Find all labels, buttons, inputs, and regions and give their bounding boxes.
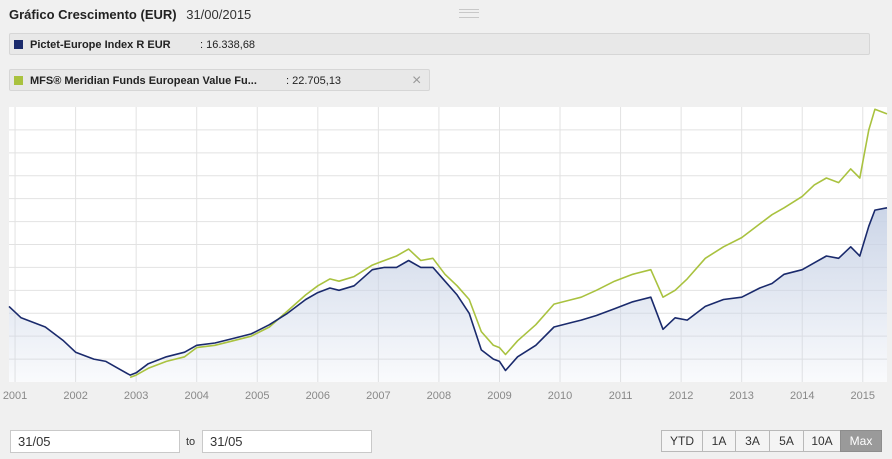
series-area-pictet [9, 207, 887, 382]
x-axis-ticks: 2001 2002 2003 2004 2005 2006 2007 2008 2009 2010… [3, 390, 875, 402]
chart-date: 31/00/2015 [186, 7, 252, 22]
series-lines [8, 108, 888, 382]
legend-item-pictet[interactable]: Pictet-Europe Index R EUR : 16.338,68 [9, 33, 870, 55]
x-tick-label: 2004 [184, 390, 208, 402]
chart-title: Gráfico Crescimento (EUR) [9, 7, 177, 22]
range-button-10a[interactable]: 10A [803, 430, 841, 452]
series-line-mfs [129, 108, 888, 379]
x-tick-label: 2005 [245, 390, 269, 402]
to-label: to [186, 436, 196, 448]
chart-header: Gráfico Crescimento (EUR) 31/00/2015 [9, 7, 251, 22]
range-button-ytd[interactable]: YTD [661, 430, 703, 452]
legend-series-name: MFS® Meridian Funds European Value Fu... [30, 75, 257, 87]
x-tick-label: 2015 [851, 390, 875, 402]
from-date-input[interactable] [10, 430, 180, 453]
x-tick-label: 2010 [548, 390, 572, 402]
x-tick-label: 2012 [669, 390, 693, 402]
x-tick-label: 2008 [427, 390, 451, 402]
legend-series-value: : 22.705,13 [286, 75, 342, 87]
legend-swatch [14, 40, 23, 49]
drag-handle-icon[interactable] [459, 9, 479, 18]
series-line-pictet [8, 207, 888, 376]
x-tick-label: 2001 [3, 390, 27, 402]
range-selector: YTD 1A 3A 5A 10A Max [661, 430, 882, 452]
range-button-5a[interactable]: 5A [769, 430, 804, 452]
x-tick-label: 2011 [609, 390, 633, 402]
x-tick-label: 2007 [366, 390, 390, 402]
growth-chart[interactable]: 2001 2002 2003 2004 2005 2006 2007 2008 2009 2010… [0, 100, 892, 410]
grid-lines [9, 107, 887, 382]
x-tick-label: 2014 [790, 390, 814, 402]
range-button-1a[interactable]: 1A [702, 430, 736, 452]
remove-series-close-icon[interactable]: × [412, 72, 422, 89]
x-tick-label: 2009 [487, 390, 511, 402]
x-tick-label: 2002 [63, 390, 87, 402]
x-tick-label: 2013 [729, 390, 753, 402]
range-button-max[interactable]: Max [840, 430, 882, 452]
x-tick-label: 2006 [306, 390, 330, 402]
legend-series-value: : 16.338,68 [200, 39, 256, 51]
to-date-input[interactable] [202, 430, 372, 453]
range-button-3a[interactable]: 3A [735, 430, 770, 452]
x-tick-label: 2003 [124, 390, 148, 402]
legend-item-mfs[interactable]: MFS® Meridian Funds European Value Fu...… [9, 69, 430, 91]
legend-swatch [14, 76, 23, 85]
legend-series-name: Pictet-Europe Index R EUR [30, 39, 171, 51]
